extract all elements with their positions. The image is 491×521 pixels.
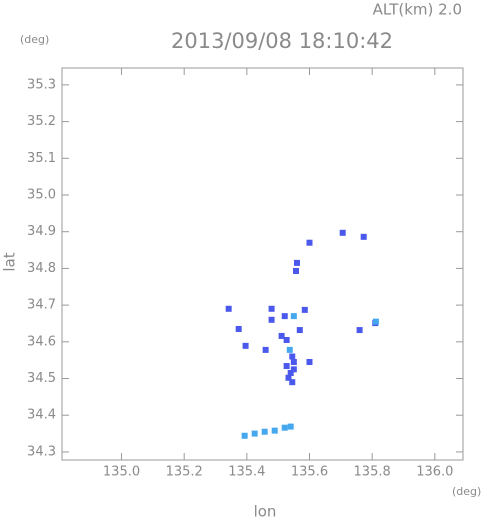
echo-point bbox=[286, 346, 293, 353]
x-unit: (deg) bbox=[452, 485, 481, 498]
echo-point bbox=[225, 305, 232, 312]
y-tick-label: 35.1 bbox=[27, 151, 56, 166]
echo-point bbox=[285, 374, 292, 381]
echo-point bbox=[356, 327, 363, 334]
echo-point bbox=[296, 327, 303, 334]
echo-point bbox=[278, 332, 285, 339]
echo-point bbox=[281, 424, 288, 431]
echo-point bbox=[306, 359, 313, 365]
y-tick-label: 34.3 bbox=[27, 444, 56, 459]
echo-point bbox=[293, 259, 300, 266]
x-axis-label: lon bbox=[254, 503, 277, 521]
y-tick-label: 34.4 bbox=[27, 408, 56, 423]
y-unit: (deg) bbox=[20, 33, 49, 46]
plot-frame bbox=[61, 67, 464, 461]
echo-point bbox=[289, 353, 296, 360]
echo-point bbox=[290, 313, 297, 320]
x-tick-label: 135.4 bbox=[228, 465, 265, 480]
x-tick-label: 135.8 bbox=[354, 465, 391, 480]
x-tick-label: 135.0 bbox=[103, 465, 140, 480]
chart-title: 2013/09/08 18:10:42 bbox=[171, 29, 393, 53]
echo-point bbox=[290, 359, 297, 365]
echo-point bbox=[241, 432, 248, 439]
echo-point bbox=[287, 423, 294, 430]
echo-point bbox=[293, 267, 300, 274]
echo-point bbox=[271, 427, 278, 434]
echo-point bbox=[360, 233, 367, 240]
echo-point bbox=[242, 342, 249, 349]
echo-point bbox=[290, 366, 297, 373]
y-axis-label: lat bbox=[1, 252, 19, 271]
x-tick-label: 135.6 bbox=[291, 465, 328, 480]
echo-point bbox=[289, 379, 296, 386]
echo-point bbox=[281, 313, 288, 320]
echo-point bbox=[251, 430, 258, 437]
y-tick-label: 34.8 bbox=[27, 261, 56, 276]
echo-point bbox=[339, 229, 346, 236]
echo-point bbox=[235, 325, 242, 332]
x-tick-label: 135.2 bbox=[166, 465, 203, 480]
y-tick-label: 35.3 bbox=[27, 77, 56, 92]
y-tick-label: 34.9 bbox=[27, 224, 56, 239]
echo-point bbox=[306, 239, 313, 246]
y-tick-label: 35.2 bbox=[27, 114, 56, 129]
altitude-label: ALT(km) 2.0 bbox=[373, 1, 462, 19]
y-tick-label: 34.6 bbox=[27, 334, 56, 349]
x-tick-label: 136.0 bbox=[416, 465, 453, 480]
echo-point bbox=[283, 336, 290, 343]
echo-point bbox=[301, 306, 308, 313]
echo-point bbox=[287, 370, 294, 377]
echo-point bbox=[262, 346, 269, 353]
y-tick-label: 34.7 bbox=[27, 298, 56, 313]
y-tick-label: 34.5 bbox=[27, 371, 56, 386]
echo-point bbox=[268, 316, 275, 323]
echo-point bbox=[372, 318, 379, 325]
echo-point bbox=[268, 305, 275, 312]
y-tick-label: 35.0 bbox=[27, 187, 56, 202]
echo-point bbox=[283, 363, 290, 370]
echo-point bbox=[261, 428, 268, 435]
